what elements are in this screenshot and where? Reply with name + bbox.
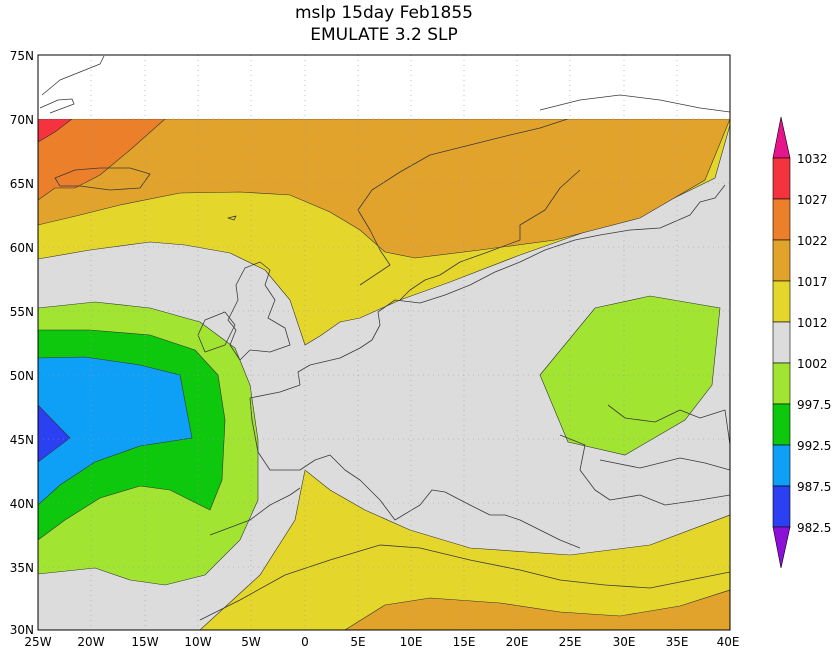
lat-tick: 40N — [10, 497, 34, 511]
lon-tick: 25E — [559, 635, 582, 649]
band-987-992 — [38, 356, 193, 506]
colorbar-top-arrow — [772, 116, 791, 159]
lat-tick: 50N — [10, 369, 34, 383]
colorbar-segment — [772, 239, 791, 282]
colorbar-label: 1027 — [797, 193, 828, 207]
lat-tick: 45N — [10, 433, 34, 447]
map-frame — [37, 54, 731, 631]
colorbar-labels: 1032 1027 1022 1017 1012 1002 997.5 992.… — [797, 152, 831, 535]
colorbar-segment — [772, 321, 791, 364]
no-data-strip — [38, 55, 730, 119]
lon-tick: 5W — [241, 635, 261, 649]
chart-title-line2: EMULATE 3.2 SLP — [310, 25, 458, 45]
colorbar-label: 982.5 — [797, 521, 831, 535]
colorbar-segment — [772, 198, 791, 241]
colorbar-segment — [772, 403, 791, 446]
colorbar-segment — [772, 362, 791, 405]
colorbar-label: 1012 — [797, 316, 828, 330]
colorbar-segment — [772, 485, 791, 528]
chart-title-line1: mslp 15day Feb1855 — [295, 3, 473, 23]
colorbar-segment — [772, 157, 791, 200]
band-1022-1027 — [38, 118, 166, 201]
map-field — [38, 55, 730, 630]
colorbar-label: 1032 — [797, 152, 828, 166]
lat-tick: 35N — [10, 561, 34, 575]
lon-tick: 0 — [301, 635, 309, 649]
colorbar-label: 997.5 — [797, 398, 831, 412]
colorbar-label: 992.5 — [797, 439, 831, 453]
greenland-coast — [39, 55, 730, 114]
colorbar-segment — [772, 280, 791, 323]
lon-tick: 15E — [453, 635, 476, 649]
colorbar-label: 1022 — [797, 234, 828, 248]
lon-tick: 10E — [400, 635, 423, 649]
lon-tick: 25W — [24, 635, 51, 649]
colorbar-bottom-arrow — [772, 526, 791, 569]
lon-tick: 40E — [717, 635, 740, 649]
lat-tick: 75N — [10, 49, 34, 63]
lon-tick: 5E — [350, 635, 365, 649]
lat-tick: 60N — [10, 241, 34, 255]
lat-tick: 65N — [10, 177, 34, 191]
lon-tick: 30E — [613, 635, 636, 649]
colorbar-label: 1017 — [797, 275, 828, 289]
band-997-1002-east — [539, 295, 721, 456]
colorbar-label: 1002 — [797, 357, 828, 371]
lon-tick: 15W — [131, 635, 158, 649]
lat-tick-labels: 75N 70N 65N 60N 55N 50N 45N 40N 35N 30N — [10, 49, 34, 637]
colorbar-segment — [772, 444, 791, 487]
band-1017-1022 — [38, 118, 730, 259]
lat-tick: 55N — [10, 305, 34, 319]
colorbar-label: 987.5 — [797, 480, 831, 494]
graticule — [38, 55, 730, 630]
lon-tick-labels: 25W 20W 15W 10W 5W 0 5E 10E 15E 20E 25E … — [24, 635, 739, 649]
colorbar — [772, 116, 791, 569]
band-1012-1017-south — [199, 469, 730, 630]
band-982-987 — [38, 404, 71, 463]
coastlines — [39, 55, 730, 621]
lat-tick: 30N — [10, 623, 34, 637]
lon-tick: 35E — [666, 635, 689, 649]
band-1017-1022-south — [344, 589, 730, 630]
lon-tick: 10W — [184, 635, 211, 649]
lon-tick: 20W — [77, 635, 104, 649]
lat-tick: 70N — [10, 113, 34, 127]
lon-tick: 20E — [506, 635, 529, 649]
